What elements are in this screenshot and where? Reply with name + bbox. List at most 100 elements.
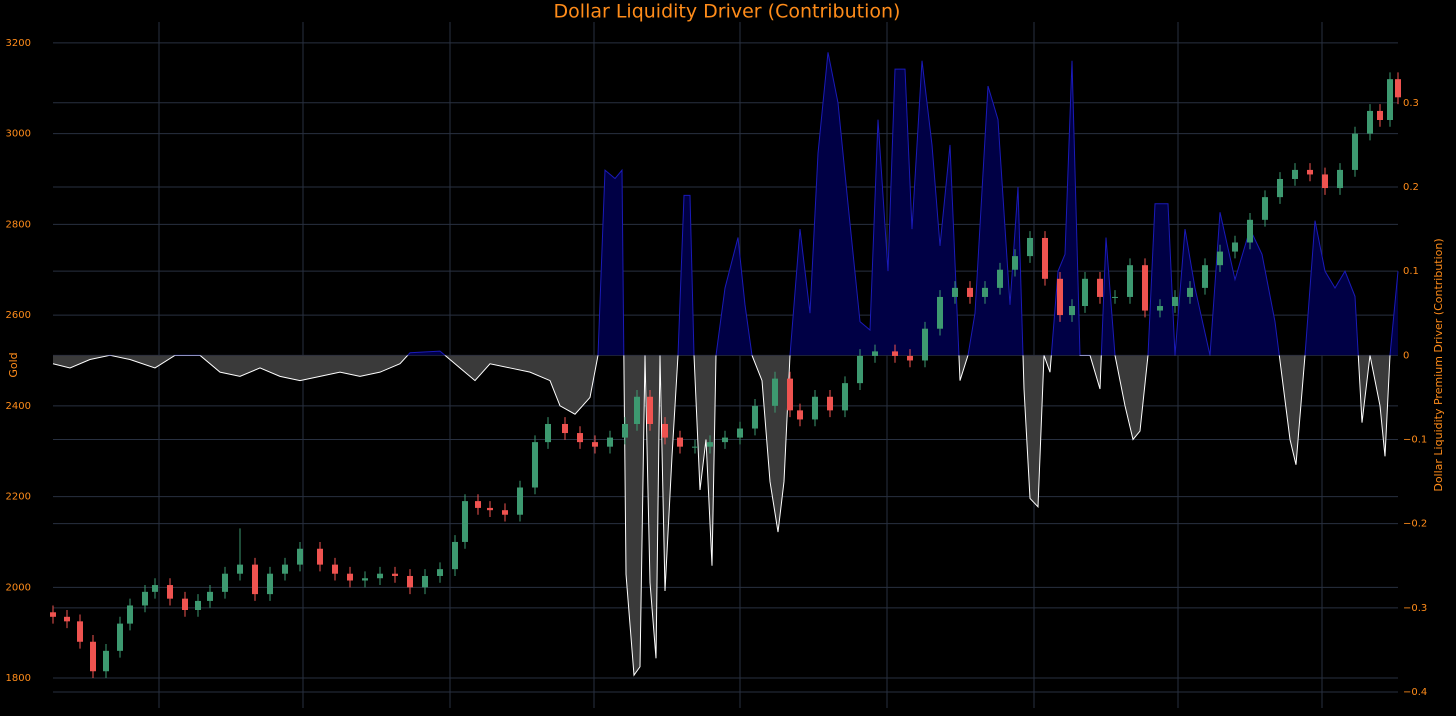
candle-body	[1142, 265, 1148, 311]
candle-body	[332, 564, 338, 574]
candle-body	[1232, 242, 1238, 252]
candle-body	[1307, 169, 1313, 175]
candle-body	[347, 573, 353, 581]
candle-body	[1012, 256, 1018, 270]
candle-body	[1172, 296, 1178, 307]
candle-body	[592, 442, 598, 447]
candle-body	[577, 433, 583, 443]
candle-body	[252, 564, 258, 595]
candle-body	[787, 378, 793, 411]
y2-tick-label: 0.3	[1403, 98, 1419, 109]
candle-body	[1352, 133, 1358, 170]
y2-tick-label: 0	[1403, 350, 1409, 361]
y-tick-label: 2800	[6, 219, 31, 230]
candle-body	[77, 621, 83, 642]
candle-body	[222, 573, 228, 592]
candle-body	[797, 410, 803, 420]
candle-body	[607, 437, 613, 447]
area-line-negative	[52, 355, 1391, 677]
candle-body	[677, 437, 683, 447]
y-tick-label: 2400	[6, 401, 31, 412]
candle-body	[1082, 278, 1088, 307]
candle-layer	[50, 72, 1401, 679]
candle-body	[117, 623, 123, 651]
candle-body	[1042, 237, 1048, 279]
candle-body	[1202, 265, 1208, 288]
candle-body	[317, 548, 323, 565]
candle-body	[1097, 278, 1103, 297]
y-tick-label: 3000	[6, 129, 31, 140]
candle-body	[737, 428, 743, 438]
y2-tick-label: −0.4	[1403, 687, 1427, 698]
candle-body	[1157, 306, 1163, 311]
candle-body	[1395, 79, 1401, 98]
candle-body	[517, 487, 523, 515]
candle-body	[1069, 306, 1075, 316]
labels: 1800 2000 2200 2400 2600 2800 3000 3200 −0.4 −0.3…	[6, 38, 1428, 698]
candle-body	[64, 616, 70, 622]
candle-body	[752, 405, 758, 429]
candle-body	[1277, 178, 1283, 198]
candle-body	[362, 578, 368, 581]
candle-body	[562, 423, 568, 434]
candle-body	[207, 591, 213, 601]
candle-body	[827, 396, 833, 411]
candle-body	[707, 442, 713, 447]
candle-body	[282, 564, 288, 574]
candle-body	[377, 573, 383, 579]
y-tick-label: 2000	[6, 582, 31, 593]
candle-body	[1367, 110, 1373, 134]
area-line-positive	[107, 52, 1399, 356]
candle-body	[1377, 110, 1383, 120]
candle-body	[967, 287, 973, 297]
y2-tick-label: −0.2	[1403, 519, 1427, 530]
candle-body	[532, 442, 538, 488]
y2-tick-label: 0.1	[1403, 266, 1419, 277]
candle-body	[1322, 174, 1328, 189]
candle-body	[1292, 169, 1298, 179]
chart-title: Dollar Liquidity Driver (Contribution)	[554, 1, 901, 23]
candle-body	[475, 501, 481, 508]
candle-body	[237, 564, 243, 574]
candle-body	[182, 598, 188, 610]
candle-body	[842, 383, 848, 411]
candle-body	[422, 575, 428, 588]
y2-tick-label: 0.2	[1403, 182, 1419, 193]
candle-body	[982, 287, 988, 297]
candle-body	[812, 396, 818, 420]
candle-body	[997, 269, 1003, 288]
y-tick-label: 2600	[6, 310, 31, 321]
candle-body	[857, 355, 863, 384]
y-tick-label: 1800	[6, 673, 31, 684]
candle-body	[502, 510, 508, 515]
candle-body	[167, 585, 173, 599]
y2-tick-label: −0.3	[1403, 603, 1427, 614]
candle-body	[462, 501, 468, 542]
candle-body	[722, 437, 728, 443]
candle-body	[1112, 296, 1118, 298]
y-axis-title: Gold	[7, 352, 20, 377]
candle-body	[1247, 219, 1253, 243]
candle-body	[692, 446, 698, 448]
candle-body	[1387, 79, 1393, 120]
candle-body	[1187, 287, 1193, 297]
candle-body	[487, 507, 493, 511]
candle-body	[892, 351, 898, 356]
y2-axis-title: Dollar Liquidity Premium Driver (Contrib…	[1432, 238, 1445, 491]
candle-body	[1027, 237, 1033, 257]
y2-tick-label: −0.1	[1403, 434, 1427, 445]
candle-body	[437, 569, 443, 576]
candle-body	[872, 351, 878, 356]
candle-body	[127, 605, 133, 624]
candle-body	[142, 591, 148, 606]
candle-body	[772, 378, 778, 406]
candle-body	[297, 548, 303, 565]
candle-body	[407, 575, 413, 588]
candle-body	[452, 541, 458, 570]
candle-body	[952, 287, 958, 297]
candle-body	[103, 650, 109, 672]
candle-body	[267, 573, 273, 595]
candle-body	[1337, 169, 1343, 189]
y-tick-label: 3200	[6, 38, 31, 49]
